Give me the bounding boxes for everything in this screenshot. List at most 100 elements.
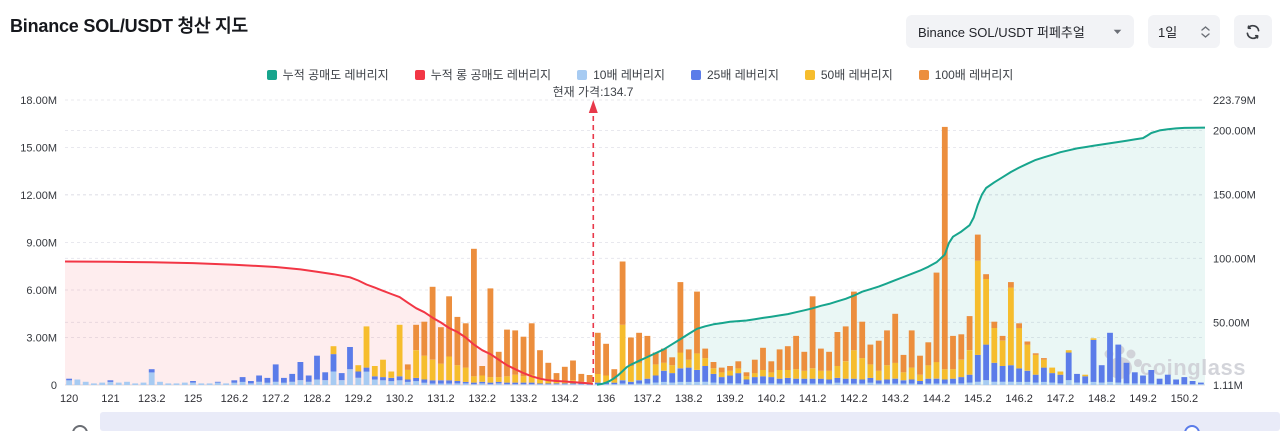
bar-stack[interactable] — [941, 126, 948, 385]
bar-stack[interactable] — [661, 348, 667, 385]
bar-stack[interactable] — [504, 329, 510, 385]
bar-stack[interactable] — [594, 332, 601, 385]
bar-stack[interactable] — [1008, 282, 1014, 385]
bar-stack[interactable] — [917, 355, 923, 385]
legend-item-5[interactable]: 100배 레버리지 — [918, 66, 1013, 83]
bar-stack[interactable] — [214, 381, 221, 385]
bar-stack[interactable] — [718, 367, 725, 385]
bar-stack[interactable] — [404, 364, 411, 385]
bar-stack[interactable] — [867, 344, 874, 385]
bar-stack[interactable] — [1189, 381, 1196, 385]
bar-stack[interactable] — [834, 332, 841, 385]
bar-stack[interactable] — [429, 286, 436, 385]
bar-stack[interactable] — [165, 383, 172, 385]
bar-stack[interactable] — [1156, 378, 1163, 385]
bar-stack[interactable] — [1024, 341, 1031, 386]
bar-stack[interactable] — [875, 340, 882, 385]
bar-stack[interactable] — [685, 349, 692, 385]
bar-stack[interactable] — [652, 352, 659, 386]
bar-stack[interactable] — [396, 324, 403, 386]
bar-stack[interactable] — [380, 359, 386, 386]
legend-item-2[interactable]: 10배 레버리지 — [577, 66, 665, 83]
pair-select[interactable]: Binance SOL/USDT 퍼페추얼 — [906, 15, 1134, 48]
chevron-up-icon[interactable] — [1201, 25, 1210, 31]
bar-stack[interactable] — [908, 330, 915, 385]
bar-stack[interactable] — [1032, 353, 1039, 385]
bar-stack[interactable] — [314, 355, 320, 385]
bar-stack[interactable] — [157, 381, 163, 385]
bar-stack[interactable] — [256, 375, 262, 386]
bar-stack[interactable] — [669, 357, 676, 385]
stepper-arrows[interactable] — [1201, 25, 1210, 38]
bar-stack[interactable] — [1148, 370, 1155, 385]
bar-stack[interactable] — [1123, 362, 1130, 385]
bar-stack[interactable] — [628, 337, 634, 386]
bar-stack[interactable] — [239, 377, 246, 385]
bar-stack[interactable] — [611, 369, 618, 385]
bar-stack[interactable] — [818, 348, 824, 385]
bar-stack[interactable] — [999, 335, 1006, 385]
bar-stack[interactable] — [479, 366, 486, 385]
bar-stack[interactable] — [793, 335, 799, 385]
bar-stack[interactable] — [66, 378, 72, 386]
bar-stack[interactable] — [1049, 367, 1056, 385]
bar-stack[interactable] — [1065, 350, 1072, 386]
zoom-brush-band[interactable] — [100, 412, 1280, 431]
bar-stack[interactable] — [107, 380, 114, 385]
bar-stack[interactable] — [768, 361, 775, 385]
legend-item-4[interactable]: 50배 레버리지 — [804, 66, 893, 83]
bar-stack[interactable] — [958, 334, 965, 385]
bar-stack[interactable] — [809, 296, 816, 385]
bar-stack[interactable] — [966, 316, 973, 385]
bar-stack[interactable] — [462, 323, 469, 385]
bar-stack[interactable] — [413, 324, 419, 385]
bar-stack[interactable] — [305, 375, 312, 386]
bar-stack[interactable] — [859, 321, 866, 385]
bar-stack[interactable] — [446, 296, 452, 385]
bar-stack[interactable] — [826, 351, 832, 385]
legend-item-3[interactable]: 25배 레버리지 — [690, 66, 779, 83]
bar-stack[interactable] — [371, 366, 378, 385]
bar-stack[interactable] — [784, 346, 791, 385]
bar-stack[interactable] — [1115, 344, 1122, 385]
bar-stack[interactable] — [694, 291, 700, 385]
bar-stack[interactable] — [181, 382, 188, 385]
legend-item-1[interactable]: 누적 롱 공매도 레버리지 — [414, 66, 551, 83]
bar-stack[interactable] — [1082, 374, 1089, 385]
bar-stack[interactable] — [735, 361, 742, 385]
bar-stack[interactable] — [124, 381, 130, 385]
bar-stack[interactable] — [264, 377, 271, 385]
bar-stack[interactable] — [289, 373, 296, 385]
bar-stack[interactable] — [495, 351, 502, 385]
bar-stack[interactable] — [421, 321, 428, 385]
bar-stack[interactable] — [520, 336, 527, 385]
bar-stack[interactable] — [347, 347, 353, 385]
bar-stack[interactable] — [983, 274, 989, 386]
bar-stack[interactable] — [1041, 358, 1047, 385]
bar-stack[interactable] — [553, 373, 560, 385]
bar-stack[interactable] — [190, 381, 196, 385]
bar-stack[interactable] — [1181, 377, 1188, 385]
bar-stack[interactable] — [355, 365, 362, 385]
bar-stack[interactable] — [198, 383, 205, 385]
bar-stack[interactable] — [760, 347, 766, 385]
bar-stack[interactable] — [223, 383, 229, 385]
bar-stack[interactable] — [842, 326, 849, 385]
bar-stack[interactable] — [1074, 373, 1080, 385]
bar-stack[interactable] — [743, 372, 750, 385]
bar-stack[interactable] — [603, 343, 609, 385]
bar-stack[interactable] — [1098, 365, 1105, 385]
bar-stack[interactable] — [1107, 332, 1113, 385]
bar-stack[interactable] — [91, 383, 97, 385]
bar-stack[interactable] — [537, 350, 543, 385]
bar-stack[interactable] — [851, 291, 857, 385]
bar-stack[interactable] — [974, 234, 981, 385]
bar-stack[interactable] — [1131, 372, 1138, 385]
bar-stack[interactable] — [545, 362, 552, 385]
bar-stack[interactable] — [801, 351, 808, 385]
bar-stack[interactable] — [1173, 379, 1179, 386]
bar-stack[interactable] — [751, 359, 758, 385]
legend-item-0[interactable]: 누적 공매도 레버리지 — [266, 66, 389, 83]
bar-stack[interactable] — [1164, 374, 1171, 385]
bar-stack[interactable] — [471, 248, 477, 385]
